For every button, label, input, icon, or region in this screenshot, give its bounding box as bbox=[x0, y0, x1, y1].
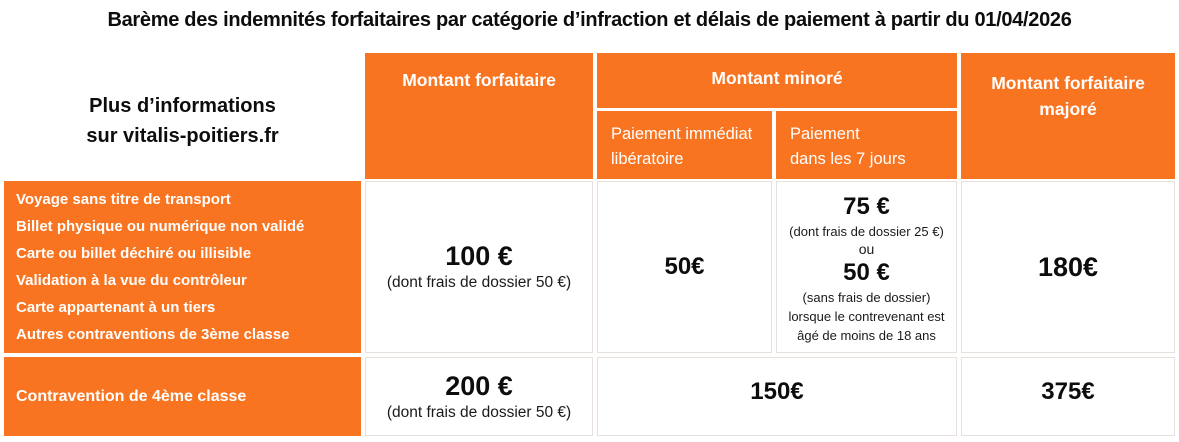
cell-3eme-paiement-immediat: 50€ bbox=[597, 181, 772, 353]
more-info-line2: sur vitalis-poitiers.fr bbox=[86, 125, 279, 147]
or-label: ou bbox=[858, 240, 875, 257]
amount-150: 150€ bbox=[750, 377, 804, 405]
cell-4eme-minore: 150€ bbox=[597, 357, 957, 436]
cell-3eme-forfaitaire: 100 € (dont frais de dossier 50 €) bbox=[365, 181, 593, 353]
amount-75-note: (dont frais de dossier 25 €) bbox=[789, 223, 944, 239]
header-paiement-immediat: Paiement immédiat libératoire bbox=[597, 111, 772, 179]
amount-100-note: (dont frais de dossier 50 €) bbox=[386, 274, 572, 291]
cell-4eme-majore: 375€ bbox=[961, 357, 1175, 436]
infraction-item: Carte ou billet déchiré ou illisible bbox=[16, 245, 252, 262]
cell-4eme-forfaitaire: 200 € (dont frais de dossier 50 €) bbox=[365, 357, 593, 436]
row-infractions-3eme-label: Voyage sans titre de transport Billet ph… bbox=[4, 181, 361, 353]
infraction-item: Voyage sans titre de transport bbox=[16, 191, 231, 208]
header-montant-majore: Montant forfaitaire majoré bbox=[961, 53, 1175, 179]
header-montant-minore: Montant minoré bbox=[597, 53, 957, 108]
amount-50-minor-note: (sans frais de dossier) bbox=[802, 289, 931, 305]
header-paiement-7-jours-line2: dans les 7 jours bbox=[790, 150, 906, 168]
infraction-item: Autres contraventions de 3ème classe bbox=[16, 326, 290, 343]
header-montant-majore-line1: Montant forfaitaire bbox=[991, 73, 1145, 93]
cell-3eme-paiement-7-jours: 75 € (dont frais de dossier 25 €) ou 50 … bbox=[776, 181, 957, 353]
header-paiement-7-jours: Paiement dans les 7 jours bbox=[776, 111, 957, 179]
amount-375: 375€ bbox=[1041, 377, 1095, 405]
header-paiement-immediat-line2: libératoire bbox=[611, 150, 684, 168]
more-info-line1: Plus d’informations bbox=[89, 95, 276, 117]
amount-75: 75 € bbox=[843, 192, 890, 220]
cell-3eme-majore: 180€ bbox=[961, 181, 1175, 353]
more-info-box: Plus d’informations sur vitalis-poitiers… bbox=[4, 53, 361, 179]
condition-line2: âgé de moins de 18 ans bbox=[797, 327, 936, 343]
infraction-item: Validation à la vue du contrôleur bbox=[16, 272, 247, 289]
amount-50-minor: 50 € bbox=[843, 258, 890, 286]
page-title: Barème des indemnités forfaitaires par c… bbox=[107, 9, 1072, 31]
infraction-item: Billet physique ou numérique non validé bbox=[16, 218, 305, 235]
amount-100: 100 € bbox=[445, 241, 513, 271]
condition-line1: lorsque le contrevenant est bbox=[788, 308, 945, 324]
amount-200-note: (dont frais de dossier 50 €) bbox=[386, 403, 572, 421]
header-montant-forfaitaire: Montant forfaitaire bbox=[365, 53, 593, 179]
header-montant-majore-line2: majoré bbox=[1039, 99, 1097, 119]
amount-180: 180€ bbox=[1037, 252, 1099, 282]
amount-50: 50€ bbox=[664, 253, 705, 280]
header-paiement-immediat-line1: Paiement immédiat bbox=[611, 125, 753, 143]
amount-200: 200 € bbox=[445, 370, 513, 401]
infraction-item: Carte appartenant à un tiers bbox=[16, 299, 216, 316]
header-paiement-7-jours-line1: Paiement bbox=[790, 125, 860, 143]
row-contravention-4eme-label: Contravention de 4ème classe bbox=[4, 357, 361, 436]
